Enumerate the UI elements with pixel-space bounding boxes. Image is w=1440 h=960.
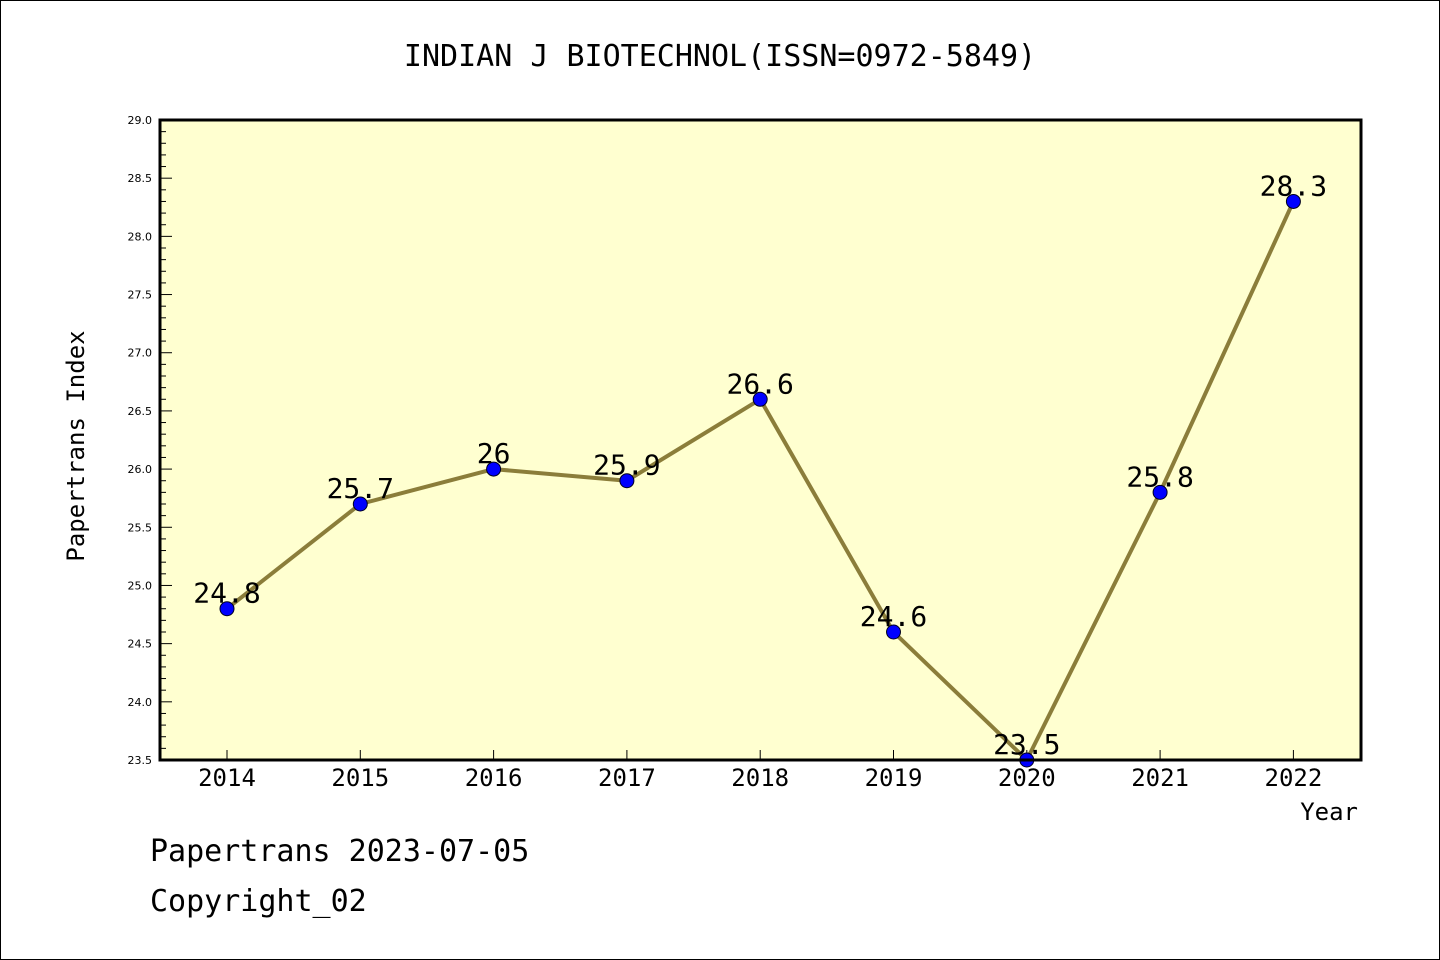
data-label: 26 <box>477 437 511 470</box>
plot-border <box>158 118 1363 762</box>
y-tick-label: 27.5 <box>128 289 153 302</box>
footer-date: Papertrans 2023-07-05 <box>150 834 530 869</box>
data-label: 24.8 <box>193 577 260 610</box>
chart-title: INDIAN J BIOTECHNOL(ISSN=0972-5849) <box>404 39 1036 74</box>
data-label: 25.9 <box>593 449 660 482</box>
x-tick-label: 2019 <box>865 764 923 792</box>
footer-copyright: Copyright_02 <box>150 884 367 919</box>
x-tick-label: 2015 <box>331 764 389 792</box>
y-tick-label: 28.5 <box>128 172 153 185</box>
x-tick-label: 2021 <box>1131 764 1189 792</box>
data-label: 23.5 <box>993 728 1060 761</box>
y-tick-label: 25.5 <box>128 521 153 534</box>
plot-area <box>160 120 1361 760</box>
data-point <box>886 624 901 640</box>
data-label: 24.6 <box>860 600 927 633</box>
x-axis: 2014 2015 2016 2017 2018 2019 2020 2021 2022 <box>198 750 1322 792</box>
data-point <box>752 391 768 407</box>
x-tick-label: 2017 <box>598 764 656 792</box>
y-tick-label: 26.0 <box>128 463 153 476</box>
y-tick-label: 26.5 <box>128 405 153 418</box>
x-axis-label: Year <box>1300 798 1358 826</box>
data-point <box>486 461 502 477</box>
x-tick-label: 2016 <box>465 764 523 792</box>
y-tick-label: 29.0 <box>128 114 153 127</box>
y-tick-label: 23.5 <box>128 754 153 767</box>
x-tick-label: 2014 <box>198 764 256 792</box>
y-tick-label: 25.0 <box>128 579 153 592</box>
data-label: 28.3 <box>1260 169 1327 202</box>
data-label: 25.8 <box>1126 460 1193 493</box>
data-point <box>352 496 368 512</box>
y-tick-label: 28.0 <box>128 230 153 243</box>
y-axis-label: Papertrans Index <box>62 330 90 561</box>
data-point <box>619 473 635 489</box>
y-tick-label: 24.5 <box>128 638 153 651</box>
data-markers <box>219 193 1301 768</box>
data-label: 25.7 <box>327 472 394 505</box>
y-tick-label: 27.0 <box>128 347 153 360</box>
x-tick-label: 2020 <box>998 764 1056 792</box>
data-point <box>1285 193 1301 209</box>
data-labels: 24.8 25.7 26 25.9 26.6 24.6 23.5 25.8 28.3 <box>193 169 1327 761</box>
data-point <box>219 601 235 617</box>
x-tick-label: 2022 <box>1265 764 1323 792</box>
x-tick-label: 2018 <box>731 764 789 792</box>
data-point <box>1152 484 1168 500</box>
data-label: 26.6 <box>726 367 793 400</box>
y-tick-label: 24.0 <box>128 696 153 709</box>
